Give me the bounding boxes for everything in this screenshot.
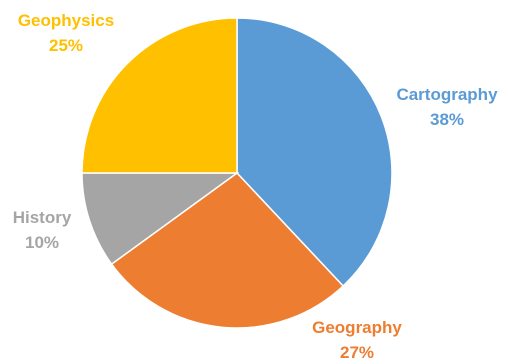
slice-name-label-cartography: Cartography — [396, 85, 498, 104]
slice-name-label-geophysics: Geophysics — [18, 11, 114, 30]
slice-value-label-cartography: 38% — [430, 110, 464, 129]
slice-name-label-geography: Geography — [312, 318, 402, 337]
pie-slices — [81, 17, 393, 329]
pie-slice-geography — [110, 172, 345, 329]
pie-slice-cartography — [236, 17, 393, 288]
pie-slice-history — [81, 172, 240, 266]
slice-value-label-geography: 27% — [340, 343, 374, 362]
slice-value-label-history: 10% — [25, 233, 59, 252]
pie-slice-geophysics — [81, 17, 238, 174]
slice-name-label-history: History — [13, 208, 72, 227]
slice-value-label-geophysics: 25% — [49, 36, 83, 55]
